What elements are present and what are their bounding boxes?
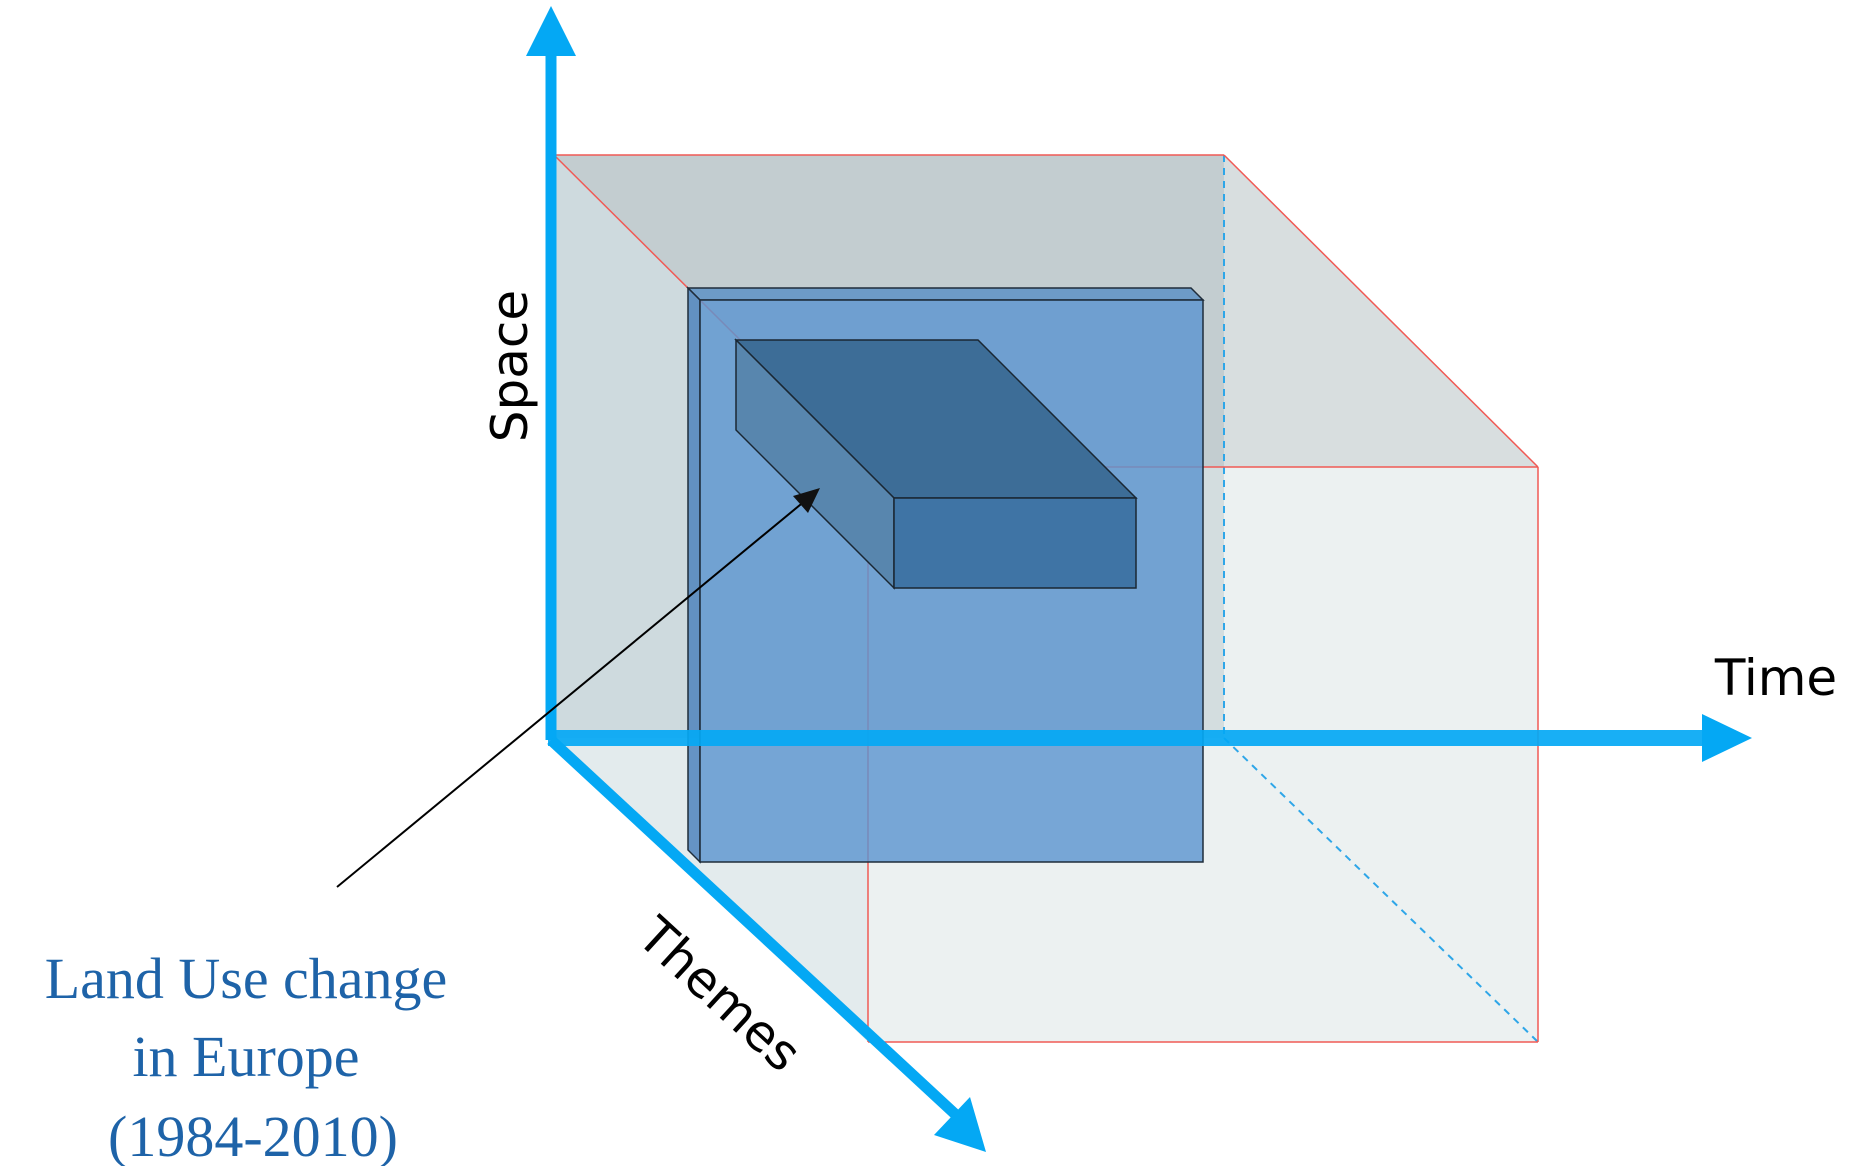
time-axis-arrowhead — [1702, 714, 1752, 762]
slice-top-edge — [686, 287, 1205, 301]
axes — [526, 6, 1752, 1152]
caption-line-1: Land Use change — [45, 946, 448, 1011]
slice-side-edge — [687, 286, 701, 864]
pointer-line — [336, 499, 807, 888]
space-axis-arrowhead — [526, 6, 576, 56]
block-front-face — [893, 497, 1137, 589]
space-axis-label: Space — [481, 290, 539, 442]
pointer-arrow — [336, 488, 820, 888]
pointer-arrowhead — [793, 488, 820, 513]
cube-hidden-edge-diagonal — [1223, 737, 1539, 1043]
land-use-block — [734, 338, 1138, 590]
caption-line-2: in Europe — [132, 1024, 359, 1089]
caption-line-3: (1984-2010) — [108, 1104, 398, 1166]
themes-axis-line — [547, 735, 959, 1119]
themes-axis-arrowhead — [934, 1097, 986, 1152]
caption: Land Use change in Europe (1984-2010) — [45, 946, 448, 1166]
time-axis-label: Time — [1714, 649, 1837, 707]
